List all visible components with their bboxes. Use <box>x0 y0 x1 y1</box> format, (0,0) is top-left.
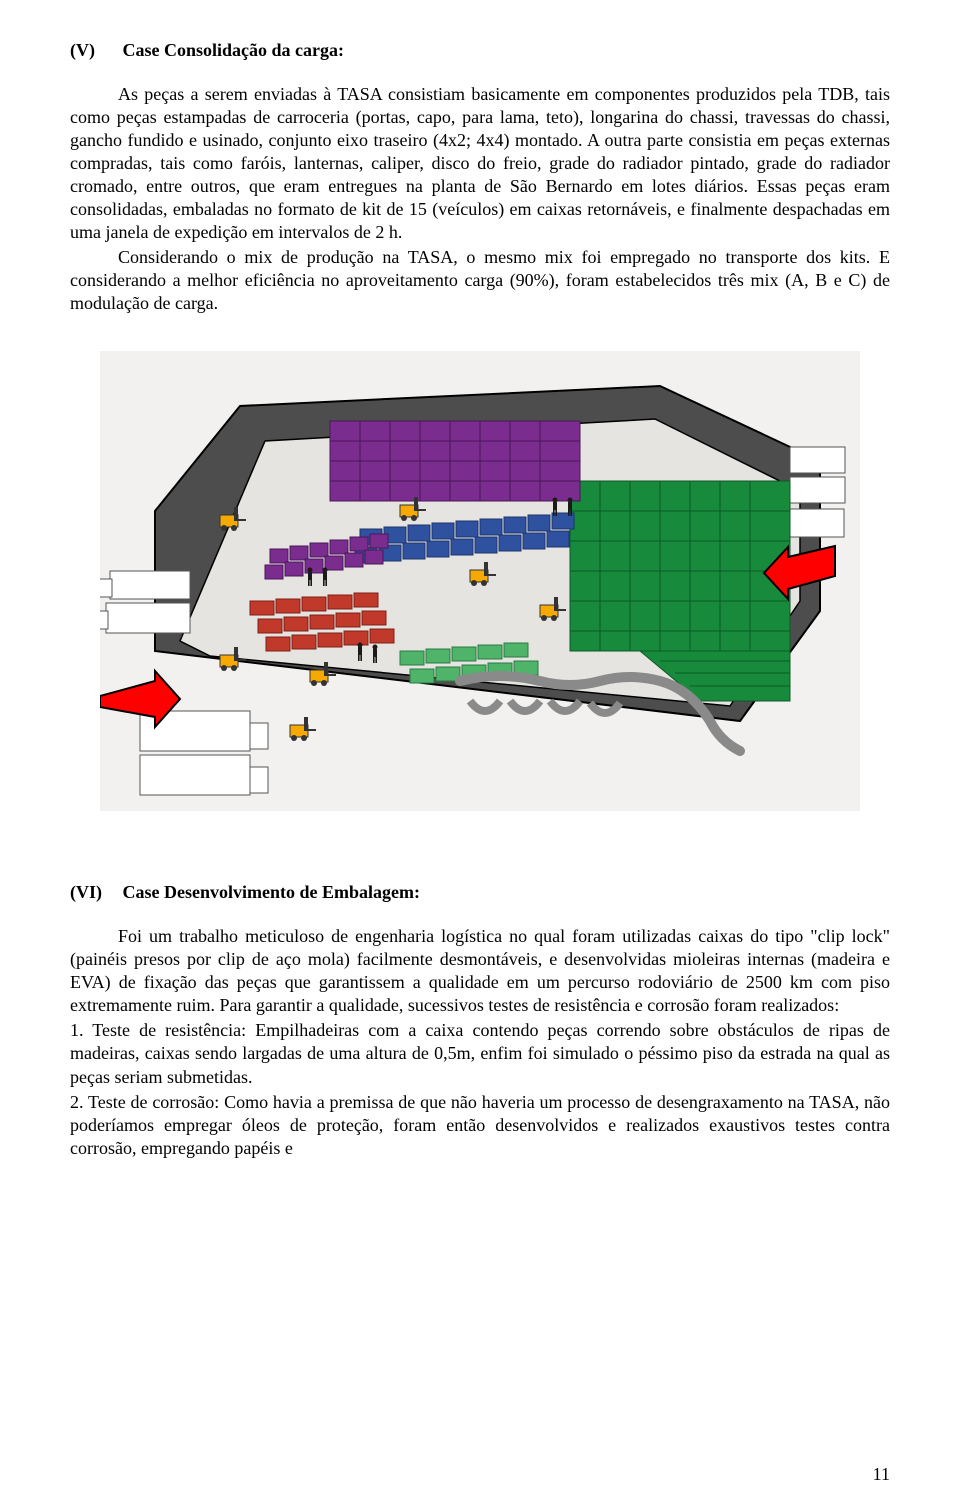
section-vi-list-1: 1. Teste de resistência: Empilhadeiras c… <box>70 1019 890 1088</box>
section-vi-numeral: (VI) <box>70 882 118 903</box>
spacer <box>70 317 890 345</box>
spacer-2 <box>70 826 890 854</box>
section-v-paragraph-1: As peças a serem enviadas à TASA consist… <box>70 83 890 244</box>
section-vi-title: Case Desenvolvimento de Embalagem: <box>123 882 420 902</box>
document-page: (V) Case Consolidação da carga: As peças… <box>0 0 960 1505</box>
section-vi-list-2: 2. Teste de corrosão: Como havia a premi… <box>70 1091 890 1160</box>
page-number: 11 <box>873 1464 890 1485</box>
warehouse-illustration <box>70 351 890 816</box>
spacer-3 <box>70 854 890 882</box>
section-v-heading: (V) Case Consolidação da carga: <box>70 40 890 61</box>
section-v-paragraph-2: Considerando o mix de produção na TASA, … <box>70 246 890 315</box>
section-v-numeral: (V) <box>70 40 118 61</box>
section-vi-heading: (VI) Case Desenvolvimento de Embalagem: <box>70 882 890 903</box>
section-v-title: Case Consolidação da carga: <box>123 40 345 60</box>
section-vi-paragraph-1: Foi um trabalho meticuloso de engenharia… <box>70 925 890 1017</box>
warehouse-svg <box>100 351 860 811</box>
